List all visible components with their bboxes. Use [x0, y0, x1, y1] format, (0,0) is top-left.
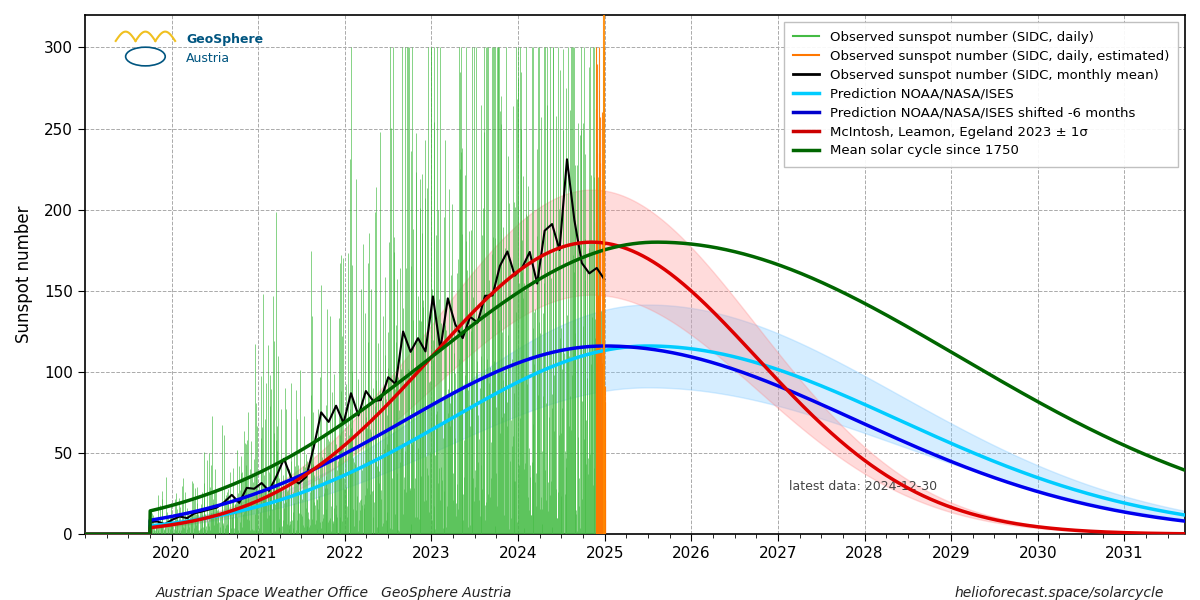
Text: latest data: 2024-12-30: latest data: 2024-12-30: [788, 480, 937, 493]
Legend: Observed sunspot number (SIDC, daily), Observed sunspot number (SIDC, daily, est: Observed sunspot number (SIDC, daily), O…: [784, 22, 1178, 167]
Text: helioforecast.space/solarcycle: helioforecast.space/solarcycle: [955, 586, 1164, 600]
Y-axis label: Sunspot number: Sunspot number: [14, 206, 32, 343]
Text: Austria: Austria: [186, 52, 230, 65]
Text: GeoSphere: GeoSphere: [186, 33, 263, 46]
Text: Austrian Space Weather Office   GeoSphere Austria: Austrian Space Weather Office GeoSphere …: [156, 586, 512, 600]
